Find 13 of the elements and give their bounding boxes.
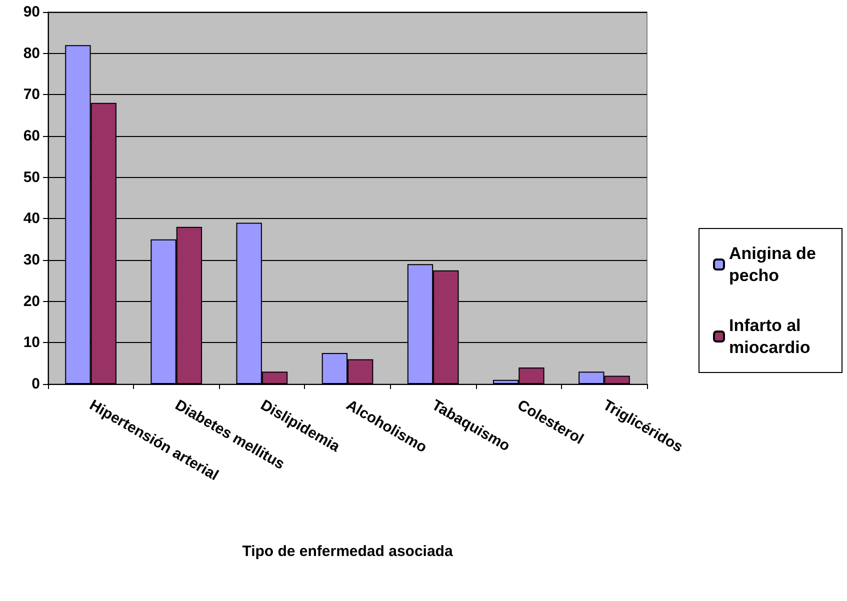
legend-label: Anigina de pecho: [729, 244, 821, 285]
y-tick-label: 90: [23, 4, 40, 20]
y-tick-label: 0: [32, 376, 40, 392]
y-tick-label: 60: [23, 128, 40, 144]
y-tick-label: 20: [23, 292, 40, 310]
y-tick-label: 80: [23, 44, 40, 62]
x-axis-title: Tipo de enfermedad asociada: [242, 543, 454, 560]
y-tick-label: 70: [23, 86, 40, 104]
legend-label: Infarto al miocardio: [729, 316, 810, 357]
y-tick-label: 30: [23, 252, 40, 268]
y-tick-label: 10: [23, 334, 40, 352]
y-tick-label: 50: [23, 168, 40, 186]
y-tick-label: 40: [23, 210, 40, 228]
